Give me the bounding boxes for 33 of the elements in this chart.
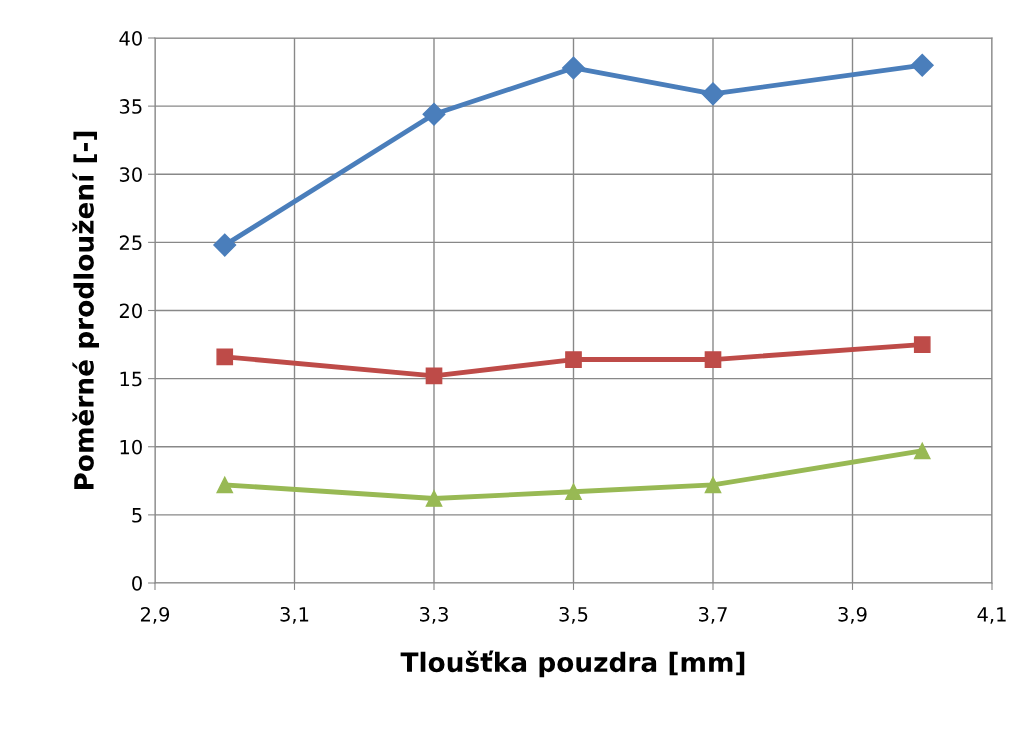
point — [704, 351, 722, 368]
point — [216, 348, 234, 366]
y-tick-label: 25 — [119, 235, 142, 251]
x-tick-label: 2,9 — [140, 606, 170, 624]
point — [425, 367, 443, 385]
x-tick-label: 3,1 — [280, 606, 309, 624]
y-tick-label: 10 — [120, 439, 142, 455]
x-tick-label: 3,7 — [699, 606, 727, 624]
y-axis-title: Poměrné prodloužení [-] — [72, 131, 100, 490]
point — [213, 233, 237, 257]
point — [913, 336, 931, 353]
y-tick-label: 35 — [119, 99, 142, 114]
point — [216, 476, 234, 494]
point — [913, 442, 931, 460]
y-tick-label: 0 — [132, 575, 142, 591]
x-tick-label: 3,3 — [420, 606, 448, 624]
point — [565, 483, 582, 501]
y-tick-label: 40 — [119, 30, 142, 46]
y-tick-label: 20 — [119, 303, 142, 319]
y-tick-label: 15 — [120, 371, 142, 387]
point — [565, 351, 582, 368]
y-tick-label: 5 — [132, 508, 142, 523]
y-tick-label: 30 — [119, 167, 142, 182]
point — [425, 490, 443, 507]
point — [562, 56, 585, 80]
point — [704, 476, 722, 494]
point — [701, 82, 725, 106]
x-axis-title: Tloušťka pouzdra [mm] — [400, 650, 745, 678]
x-tick-label: 4,1 — [977, 607, 1006, 624]
x-tick-label: 3,9 — [838, 606, 867, 624]
point — [910, 53, 934, 77]
x-tick-label: 3,5 — [559, 606, 588, 624]
point — [422, 102, 446, 126]
